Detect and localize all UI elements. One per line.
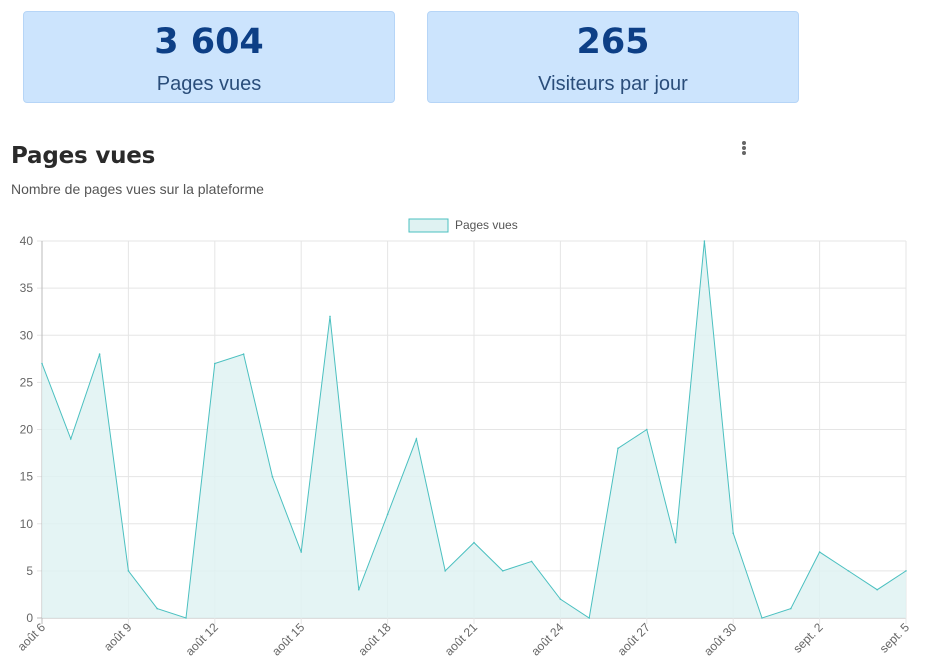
data-point <box>386 513 389 516</box>
stat-card-page-views: 3 604 Pages vues <box>23 11 395 103</box>
series-area <box>42 241 906 618</box>
y-tick-label: 40 <box>20 234 34 248</box>
more-vertical-icon[interactable] <box>734 138 754 158</box>
x-tick-label: août 6 <box>15 620 49 654</box>
y-tick-label: 0 <box>26 611 33 625</box>
x-tick-label: août 15 <box>269 620 307 658</box>
data-point <box>703 240 706 242</box>
data-point <box>329 315 331 318</box>
y-tick-label: 35 <box>20 281 34 295</box>
data-point <box>502 570 504 572</box>
stat-label: Visiteurs par jour <box>538 73 688 95</box>
data-point <box>444 570 447 572</box>
x-tick-label: sept. 2 <box>790 620 826 656</box>
data-point <box>530 560 533 563</box>
y-tick-label: 30 <box>20 328 34 342</box>
data-point <box>41 362 43 365</box>
y-tick-label: 5 <box>26 564 33 578</box>
y-tick-label: 10 <box>20 517 34 531</box>
x-tick-label: août 9 <box>101 620 135 654</box>
data-point <box>790 607 792 610</box>
data-point <box>732 532 734 534</box>
data-point <box>271 475 274 478</box>
stat-card-visitors: 265 Visiteurs par jour <box>427 11 799 103</box>
legend-swatch <box>408 218 449 233</box>
y-tick-label: 15 <box>20 470 34 484</box>
data-point <box>242 353 245 355</box>
y-tick-label: 25 <box>20 375 34 389</box>
x-tick-label: sept. 5 <box>877 620 913 656</box>
data-point <box>473 541 475 544</box>
data-point <box>98 353 101 355</box>
chart-subtitle: Nombre de pages vues sur la plateforme <box>11 181 264 197</box>
data-point <box>646 428 648 431</box>
stat-value: 265 <box>576 22 650 62</box>
x-tick-label: août 21 <box>442 620 480 658</box>
data-point <box>847 570 850 572</box>
data-point <box>300 551 303 553</box>
x-tick-label: août 18 <box>356 620 394 658</box>
data-point <box>617 447 619 450</box>
data-point <box>559 598 562 600</box>
data-point <box>156 607 158 610</box>
data-point <box>214 362 216 365</box>
y-tick-label: 20 <box>20 423 34 437</box>
data-point <box>185 617 187 619</box>
x-tick-label: août 30 <box>701 620 739 658</box>
data-point <box>905 570 907 572</box>
data-point <box>70 438 72 440</box>
x-tick-label: août 24 <box>528 620 566 658</box>
x-tick-label: août 27 <box>615 620 653 658</box>
data-point <box>358 588 360 591</box>
pages-vues-chart: 0 5 10 15 20 25 30 35 40 août 6 août 9 août 12 août … <box>15 218 913 658</box>
data-point <box>818 551 821 553</box>
data-point <box>876 588 878 591</box>
data-point <box>588 617 590 619</box>
data-point <box>761 617 763 619</box>
data-point <box>415 438 418 440</box>
stat-label: Pages vues <box>156 73 262 95</box>
x-tick-label: août 12 <box>183 620 221 658</box>
data-point <box>127 570 130 572</box>
data-point <box>674 541 677 544</box>
legend-label: Pages vues <box>455 218 518 232</box>
stat-value: 3 604 <box>154 22 264 62</box>
chart-title: Pages vues <box>11 143 156 169</box>
